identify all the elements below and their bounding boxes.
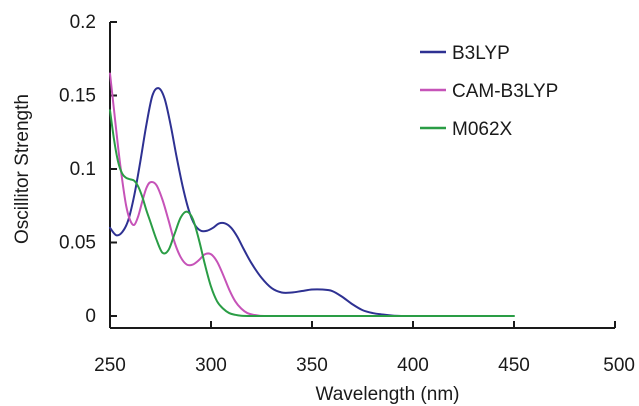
x-tick-label: 350 [296,355,328,376]
legend-label-m062x: M062X [452,119,513,140]
series-line-m062x [109,109,515,318]
x-tick-label: 300 [195,355,227,376]
series-layer [109,72,515,318]
x-tick-label: 400 [397,355,429,376]
x-tick-label: 500 [603,355,635,376]
y-tick-label: 0.05 [59,233,96,254]
x-tick-label: 250 [94,355,126,376]
y-tick-label: 0.2 [70,12,96,33]
y-tick-label: 0 [85,306,96,327]
x-tick-label: 450 [498,355,530,376]
y-tick-label: 0.15 [59,86,96,107]
legend-label-cam-b3lyp: CAM-B3LYP [452,81,558,102]
legend: B3LYP CAM-B3LYP M062X [420,43,558,140]
series-line-cam-b3lyp [109,72,267,317]
x-axis-label: Wavelength (nm) [316,384,460,405]
series-line-b3lyp [109,87,404,317]
axes: 0 0.05 0.1 0.15 0.2 250 300 350 400 450 500 [59,12,635,376]
legend-label-b3lyp: B3LYP [452,43,510,64]
y-axis-label: Oscillitor Strength [12,94,33,244]
y-tick-label: 0.1 [70,159,96,180]
